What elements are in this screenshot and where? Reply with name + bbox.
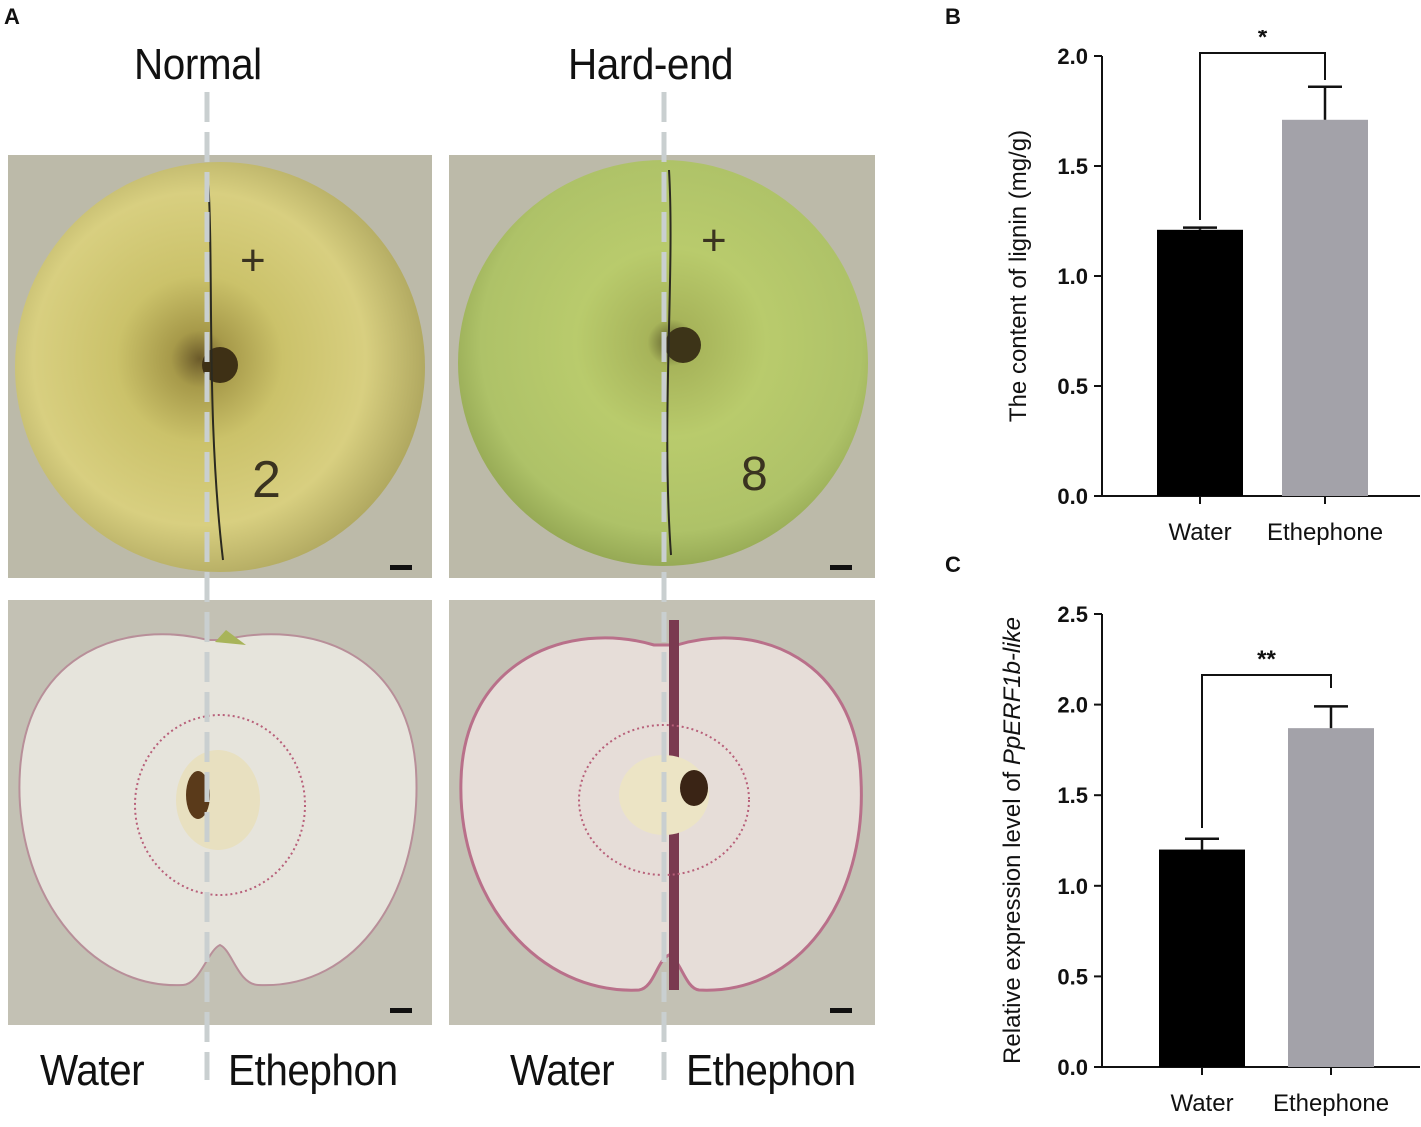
x-category-label: Ethephone	[1273, 1090, 1389, 1117]
chart-c-expression-level: 0.0 0.5 1.0 1.5 2.0 2.5 Water Ethephone ** Relati…	[999, 602, 1420, 1117]
significance-marker: *	[1258, 30, 1268, 51]
chart-b-lignin-content: 0.0 0.5 1.0 1.5 2.0 Water Ethephone * The conten…	[1005, 30, 1420, 546]
bar-ethephone	[1282, 119, 1368, 497]
column-title-hard-end: Hard-end	[568, 40, 734, 89]
scale-bar-3	[390, 1008, 412, 1013]
y-tick-label: 2.0	[1057, 693, 1088, 718]
label-ethephon-normal: Ethephon	[228, 1046, 398, 1095]
mark-plus-normal: +	[240, 236, 266, 285]
label-water-normal: Water	[40, 1046, 145, 1095]
y-tick-label: 0.0	[1057, 484, 1088, 509]
significance-bracket	[1199, 52, 1326, 220]
label-water-hard-end: Water	[510, 1046, 615, 1095]
y-tick-label: 1.5	[1057, 154, 1088, 179]
panel-letter-a: A	[4, 4, 20, 29]
dashed-dividers	[204, 92, 667, 1080]
bar-ethephone	[1288, 728, 1374, 1067]
fruit-normal-section-image	[18, 630, 418, 987]
bar-water	[1159, 849, 1245, 1067]
x-category-label: Water	[1168, 519, 1231, 546]
scale-bar-4	[830, 1008, 852, 1013]
y-tick-label: 2.0	[1057, 44, 1088, 69]
bar-water	[1157, 229, 1243, 497]
panel-letter-c: C	[945, 552, 961, 577]
significance-bracket	[1201, 674, 1332, 828]
photo-normal-whole-fruit: + 2	[8, 155, 432, 578]
photo-normal-section	[8, 600, 432, 1025]
y-axis-title-gene: PpERF1b-like	[999, 617, 1026, 765]
label-ethephon-hard-end: Ethephon	[686, 1046, 856, 1095]
y-tick-label: 0.5	[1057, 964, 1088, 989]
y-tick-label: 1.5	[1057, 783, 1088, 808]
y-axis-title-prefix: Relative expression level of	[999, 765, 1026, 1064]
y-tick-label: 0.0	[1057, 1055, 1088, 1080]
mark-number-normal: 2	[252, 451, 281, 509]
x-category-label: Water	[1170, 1090, 1233, 1117]
scale-bar-1	[390, 565, 412, 570]
y-tick-label: 0.5	[1057, 374, 1088, 399]
y-tick-label: 2.5	[1057, 602, 1088, 627]
y-axis-title: Relative expression level of PpERF1b-lik…	[999, 617, 1026, 1064]
x-category-label: Ethephone	[1267, 519, 1383, 546]
y-tick-label: 1.0	[1057, 264, 1088, 289]
significance-marker: **	[1257, 646, 1276, 673]
mark-number-hard-end: 8	[741, 448, 768, 501]
scale-bar-2	[830, 565, 852, 570]
panel-letter-b: B	[945, 4, 961, 29]
mark-plus-hard-end: +	[701, 216, 727, 265]
fruit-normal-whole-image: + 2	[15, 162, 425, 572]
column-title-normal: Normal	[134, 40, 262, 89]
y-tick-label: 1.0	[1057, 874, 1088, 899]
y-axis-title: The content of lignin (mg/g)	[1005, 130, 1032, 422]
fruit-hard-end-whole-image: + 8	[458, 160, 868, 566]
